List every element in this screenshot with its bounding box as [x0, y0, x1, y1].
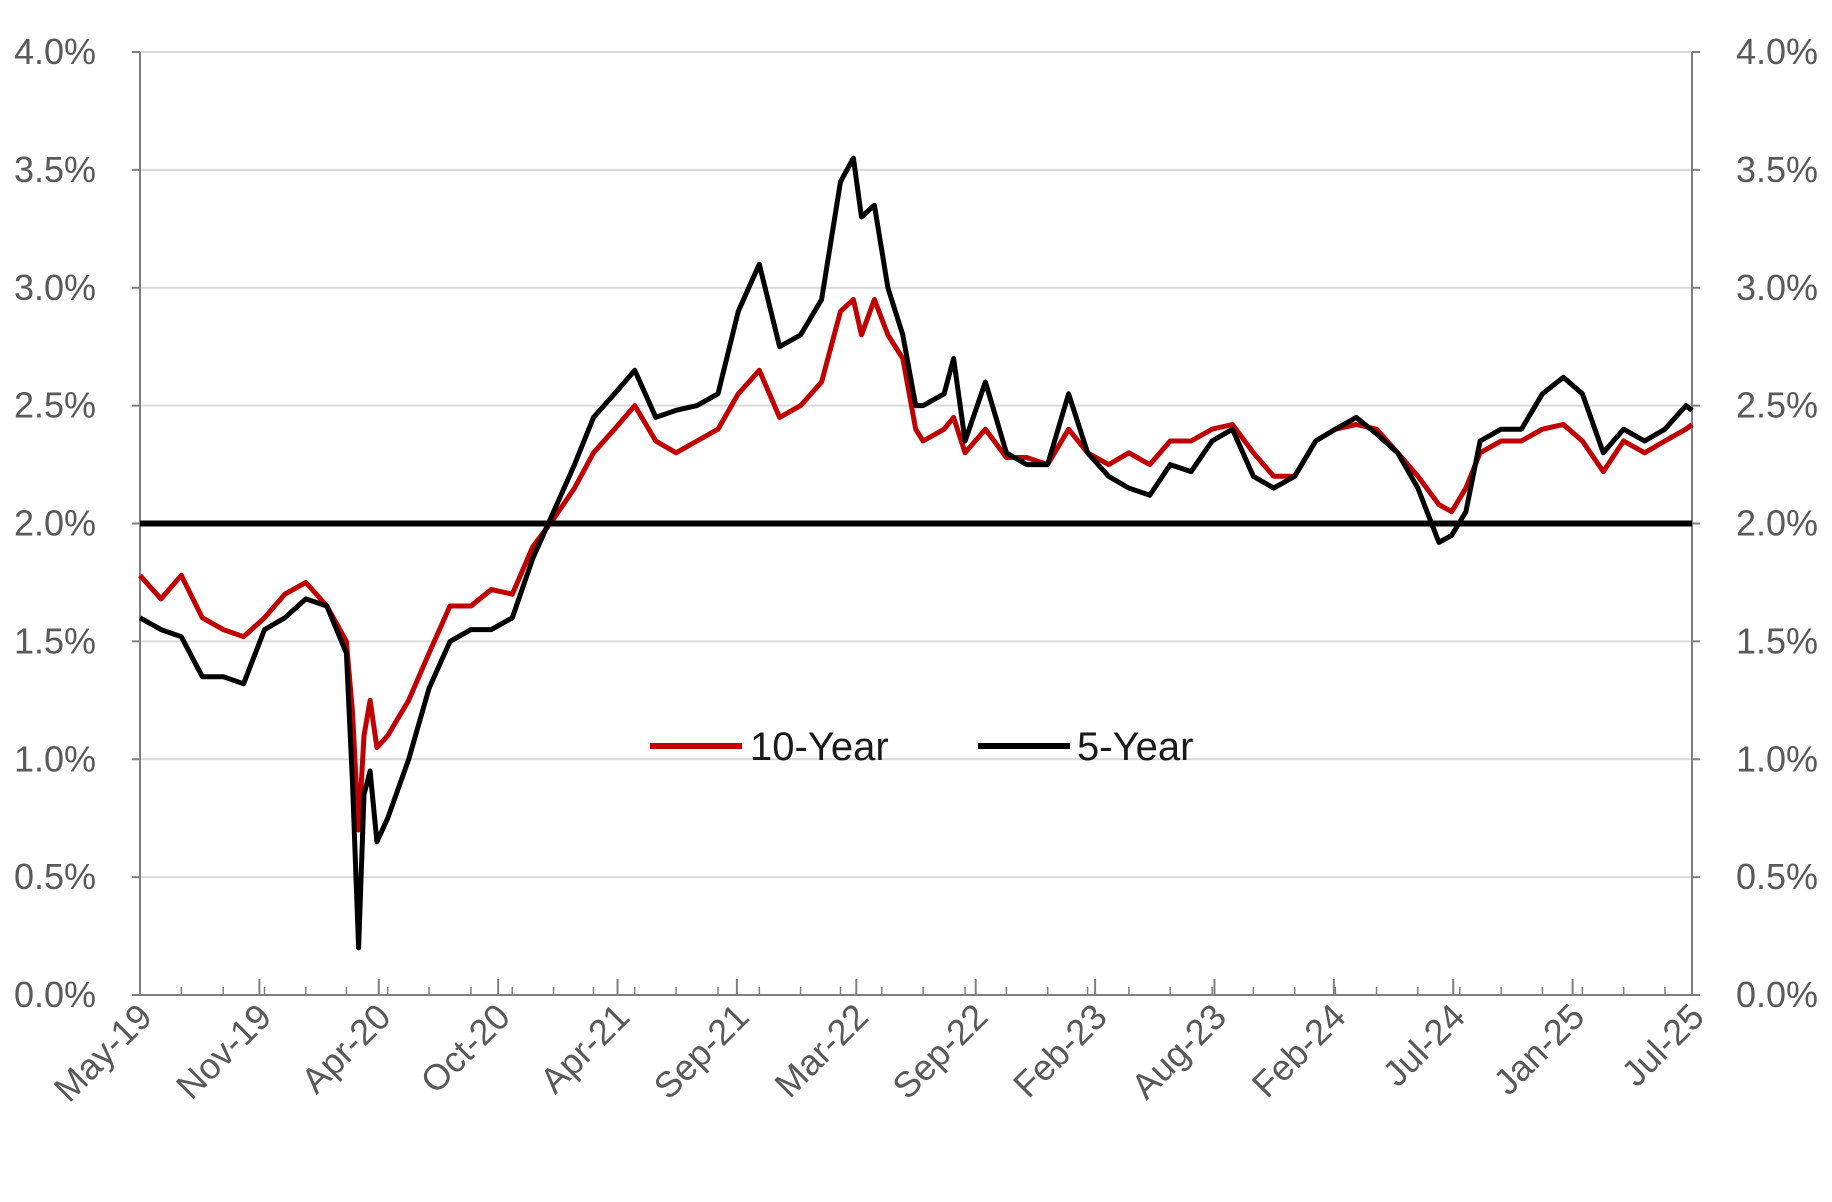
x-tick-label: Sep-22	[884, 996, 995, 1107]
legend-label-5-year: 5-Year	[1077, 725, 1193, 769]
x-tick-label: Jan-25	[1485, 996, 1592, 1103]
y-tick-label-right: 1.5%	[1736, 620, 1818, 661]
y-tick-label-right: 2.0%	[1736, 503, 1818, 544]
y-tick-label-left: 1.5%	[14, 620, 96, 661]
x-tick-label: Oct-20	[412, 996, 517, 1101]
x-tick-label: Feb-23	[1005, 996, 1115, 1106]
y-tick-label-right: 3.0%	[1736, 267, 1818, 308]
y-tick-label-left: 1.0%	[14, 738, 96, 779]
y-tick-label-left: 2.5%	[14, 385, 96, 426]
x-tick-label: Jul-24	[1375, 996, 1473, 1094]
y-tick-label-left: 4.0%	[14, 31, 96, 72]
x-tick-label: Aug-23	[1123, 996, 1234, 1107]
y-tick-label-right: 1.0%	[1736, 738, 1818, 779]
x-tick-label: Apr-21	[532, 996, 637, 1101]
y-tick-label-left: 3.0%	[14, 267, 96, 308]
series-line-10-year	[138, 297, 1694, 833]
tick-labels: 0.0% 0.0% 0.5% 0.5% 1.0% 1.0% 1.5% 1.5% 2.0% 2.0%…	[14, 31, 1818, 1110]
x-tick-label: Feb-24	[1244, 996, 1354, 1106]
x-tick-label: Sep-21	[645, 996, 756, 1107]
x-tick-label: Jul-25	[1613, 996, 1711, 1094]
legend-label-10-year: 10-Year	[750, 725, 889, 769]
y-tick-label-right: 0.5%	[1736, 856, 1818, 897]
x-tick-label: Nov-19	[168, 996, 279, 1107]
x-tick-label: Apr-20	[293, 996, 398, 1101]
legend: 10-Year 5-Year	[650, 725, 1193, 769]
y-tick-label-right: 4.0%	[1736, 31, 1818, 72]
series-line-5-year	[138, 155, 1694, 951]
y-tick-label-left: 0.0%	[14, 974, 96, 1015]
y-tick-label-right: 3.5%	[1736, 149, 1818, 190]
y-tick-label-right: 2.5%	[1736, 385, 1818, 426]
x-tick-label: Mar-22	[766, 996, 876, 1106]
y-tick-label-left: 3.5%	[14, 149, 96, 190]
y-tick-label-left: 2.0%	[14, 503, 96, 544]
series-lines	[138, 155, 1694, 951]
y-tick-label-right: 0.0%	[1736, 974, 1818, 1015]
gridlines	[140, 51, 1692, 879]
y-tick-label-left: 0.5%	[14, 856, 96, 897]
